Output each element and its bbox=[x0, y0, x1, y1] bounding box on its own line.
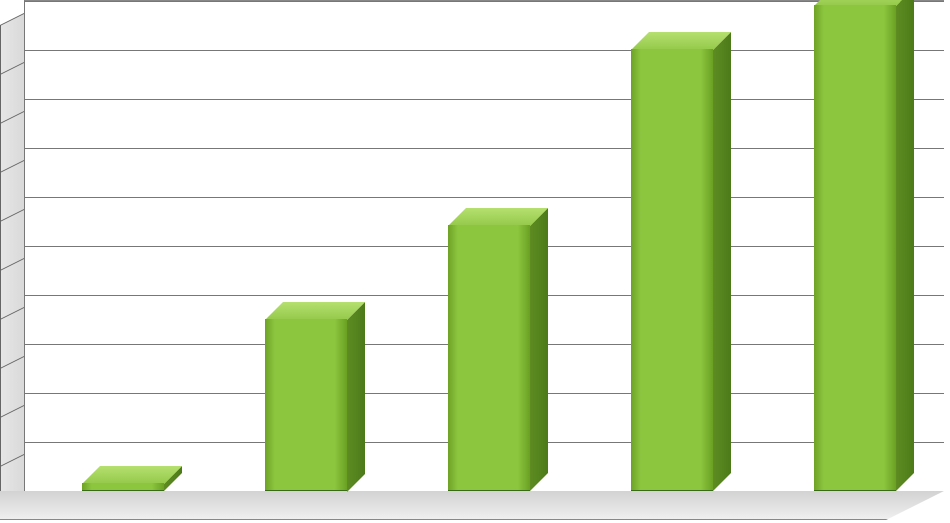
side-tick bbox=[1, 61, 26, 75]
side-tick bbox=[1, 12, 26, 26]
side-tick bbox=[1, 208, 26, 222]
floor bbox=[0, 491, 944, 520]
bar-front bbox=[82, 483, 164, 491]
bar-front bbox=[814, 5, 896, 491]
chart-container bbox=[0, 0, 950, 523]
side-tick bbox=[1, 159, 26, 173]
side-tick bbox=[1, 453, 26, 467]
grid-line bbox=[25, 99, 944, 100]
side-tick bbox=[1, 355, 26, 369]
side-tick bbox=[1, 306, 26, 320]
bar-side bbox=[347, 302, 365, 492]
grid-line bbox=[25, 197, 944, 198]
side-tick bbox=[1, 404, 26, 418]
grid-line bbox=[25, 1, 944, 2]
grid-line bbox=[25, 148, 944, 149]
bar-side bbox=[530, 208, 548, 491]
side-tick bbox=[1, 110, 26, 124]
bar-front bbox=[631, 49, 713, 491]
bar-side bbox=[713, 32, 731, 491]
bar-side bbox=[896, 0, 914, 491]
bar-top bbox=[82, 466, 182, 484]
side-wall bbox=[0, 12, 26, 515]
bar-front bbox=[265, 319, 347, 492]
bar-front bbox=[448, 225, 530, 491]
bar-top bbox=[265, 302, 365, 320]
side-tick bbox=[1, 257, 26, 271]
grid-line bbox=[25, 50, 944, 51]
